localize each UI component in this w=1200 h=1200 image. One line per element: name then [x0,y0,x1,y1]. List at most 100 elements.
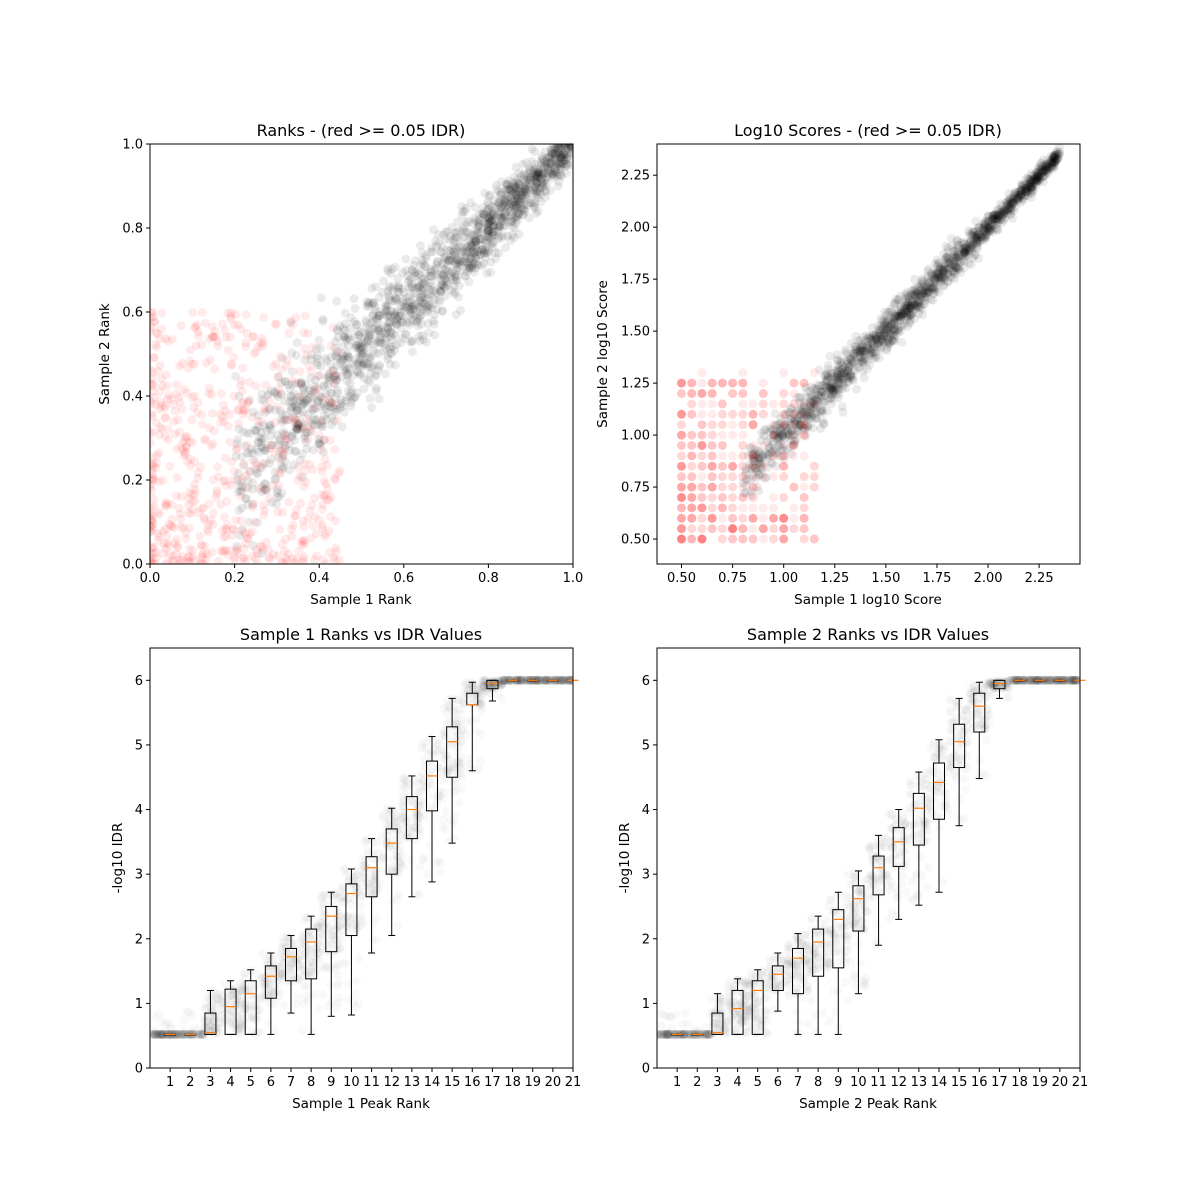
failing-peak-point [184,544,194,554]
y-tick-label: 2.25 [621,169,650,184]
failing-peak-point [193,468,203,478]
failing-peak-point [292,505,302,515]
passing-peak-point [475,234,485,244]
passing-peak-point [441,291,451,301]
passing-peak-point [549,145,559,155]
failing-peak-point [302,350,312,360]
x-axis-label: Sample 1 Rank [310,592,412,608]
passing-peak-point [509,233,519,243]
passing-peak-point [511,214,521,224]
failing-peak-point [296,537,306,547]
failing-peak-point [270,447,280,457]
passing-peak-point [476,245,486,255]
failing-peak-point [677,420,687,430]
failing-peak-point [697,534,707,544]
passing-peak-point [259,434,269,444]
passing-peak-point [473,227,483,237]
passing-peak-point [879,330,889,340]
passing-peak-point [773,427,783,437]
passing-peak-point [834,355,844,365]
passing-peak-point [257,433,267,443]
passing-peak-point [371,314,381,324]
passing-peak-point [287,348,297,358]
passing-peak-point [344,341,354,351]
passing-peak-point [447,222,457,232]
passing-peak-point [248,407,258,417]
passing-peak-point [467,230,477,240]
failing-peak-point [222,520,232,530]
passing-peak-point [391,293,401,303]
passing-peak-point [974,223,984,233]
passing-peak-point [771,461,781,471]
passing-peak-point [299,399,309,409]
passing-peak-point [792,414,802,424]
passing-peak-point [520,186,530,196]
failing-peak-point [768,420,778,430]
failing-peak-point [223,345,233,355]
passing-peak-point [420,268,430,278]
failing-peak-point [198,559,208,564]
failing-peak-point [257,417,267,427]
passing-peak-point [538,182,548,192]
passing-peak-point [355,370,365,380]
passing-peak-point [374,311,384,321]
passing-peak-point [367,402,377,412]
failing-peak-point [320,529,330,539]
failing-peak-point [183,363,193,373]
passing-peak-point [789,409,799,419]
passing-peak-point [338,401,348,411]
passing-peak-point [560,149,570,159]
failing-peak-point [758,409,768,419]
passing-peak-point [805,393,815,403]
passing-peak-point [388,329,398,339]
passing-peak-point [844,363,854,373]
passing-peak-point [852,384,862,394]
failing-peak-point [150,527,156,537]
failing-peak-point [326,399,336,409]
passing-peak-point [567,144,573,152]
failing-peak-point [247,551,257,561]
passing-peak-point [869,338,879,348]
passing-peak-point [315,438,325,448]
passing-peak-point [422,337,432,347]
y-tick-label: 0.0 [122,558,143,573]
failing-peak-point [697,368,707,378]
passing-peak-point [516,183,526,193]
y-tick-label: 0.2 [122,474,143,489]
passing-peak-point [820,371,830,381]
passing-peak-point [418,285,428,295]
failing-peak-point [250,554,260,564]
passing-peak-point [516,191,526,201]
failing-peak-point [175,427,185,437]
passing-peak-point [415,296,425,306]
passing-peak-point [960,247,970,257]
passing-peak-point [460,254,470,264]
failing-peak-point [309,388,319,398]
failing-peak-point [216,546,226,556]
passing-peak-point [552,144,562,154]
passing-peak-point [516,171,526,181]
passing-peak-point [458,207,468,217]
passing-peak-point [378,327,388,337]
passing-peak-point [555,144,565,153]
passing-peak-point [280,377,290,387]
failing-peak-point [150,326,155,336]
failing-peak-point [294,378,304,388]
passing-peak-point [509,183,519,193]
passing-peak-point [756,460,766,470]
failing-peak-point [251,545,261,555]
failing-peak-point [306,366,316,376]
passing-peak-point [410,284,420,294]
failing-peak-point [197,553,207,563]
failing-peak-point [158,475,168,485]
passing-peak-point [257,428,267,438]
passing-peak-point [385,283,395,293]
failing-peak-point [160,403,170,413]
passing-peak-point [514,180,524,190]
failing-peak-point [229,524,239,534]
passing-peak-point [564,144,573,154]
failing-peak-point [748,524,758,534]
passing-peak-point [359,337,369,347]
passing-peak-point [361,338,371,348]
passing-peak-point [393,287,403,297]
